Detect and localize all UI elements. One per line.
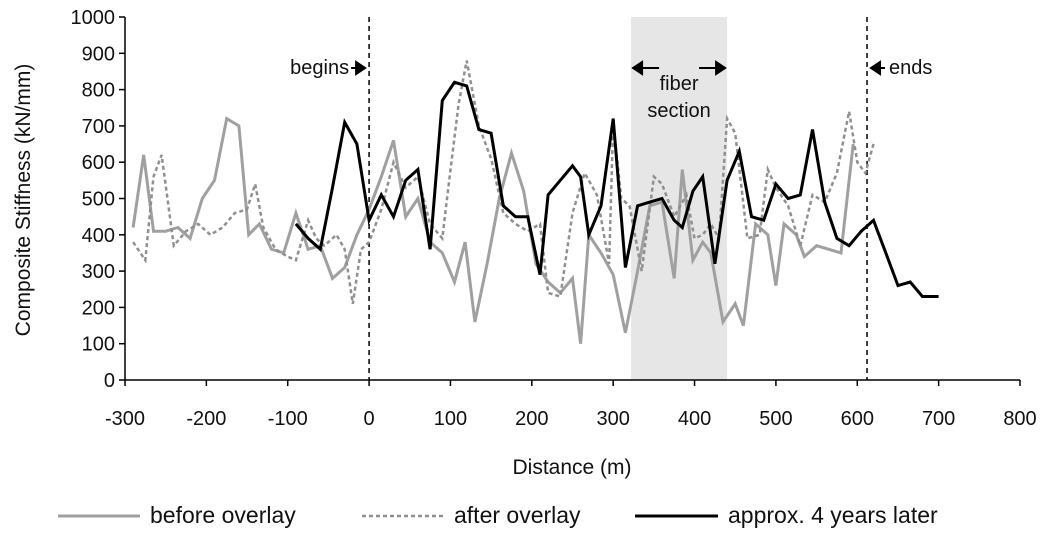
y-tick-label: 700 [82, 116, 115, 138]
series-lines [131, 60, 939, 344]
series-line-3 [294, 80, 939, 298]
x-axis-title: Distance (m) [512, 456, 631, 479]
y-tick-label: 800 [82, 80, 115, 102]
legend: before overlay after overlay approx. 4 yea… [58, 502, 938, 528]
fiber-section-label-line2: section [647, 100, 710, 122]
y-tick-label: 400 [82, 225, 115, 247]
fiber-section-label-line1: fiber [660, 73, 699, 95]
y-axis-title: Composite Stiffness (kN/mm) [12, 64, 35, 337]
y-tick-label: 900 [82, 43, 115, 65]
x-tick-label: -300 [105, 408, 145, 430]
vertical-markers [368, 17, 868, 380]
x-tick-label: 700 [922, 408, 955, 430]
x-tick-label: 100 [434, 408, 467, 430]
y-tick-label: 100 [82, 334, 115, 356]
ends-label: ends [889, 57, 932, 79]
annotations: begins ends fiber section [290, 57, 932, 122]
ends-arrow [869, 60, 886, 76]
begins-arrow [351, 60, 367, 76]
x-tick-label: 400 [678, 408, 711, 430]
x-tick-label: -200 [186, 408, 226, 430]
x-tick-label: 800 [1003, 408, 1036, 430]
legend-label-1: before overlay [150, 502, 296, 528]
legend-label-2: after overlay [454, 502, 581, 528]
x-tick-label: -100 [268, 408, 308, 430]
series-line-1 [131, 116, 855, 344]
y-tick-label: 0 [104, 370, 115, 392]
x-tick-label: 0 [364, 408, 375, 430]
x-tick-label: 300 [596, 408, 629, 430]
y-tick-label: 200 [82, 297, 115, 319]
y-tick-label: 500 [82, 189, 115, 211]
y-tick-label: 1000 [71, 7, 116, 29]
series-line-2 [132, 60, 875, 304]
fiber-right-arrow [699, 60, 727, 76]
y-tick-label: 600 [82, 152, 115, 174]
begins-label: begins [290, 57, 349, 79]
x-tick-label: 200 [515, 408, 548, 430]
x-tick-label: 500 [759, 408, 792, 430]
x-tick-label: 600 [841, 408, 874, 430]
fiber-left-arrow [631, 60, 660, 76]
legend-label-3: approx. 4 years later [728, 502, 938, 528]
y-tick-label: 300 [82, 261, 115, 283]
